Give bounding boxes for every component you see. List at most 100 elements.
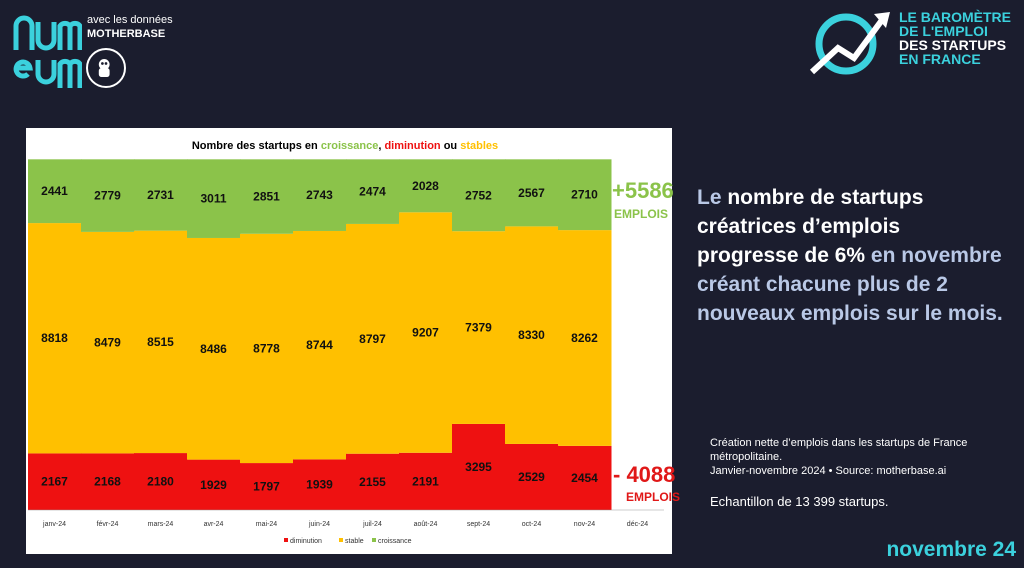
minus-emplois-label: EMPLOIS bbox=[626, 490, 681, 504]
data-label-stable: 7379 bbox=[465, 321, 492, 335]
bar-stable bbox=[134, 230, 188, 454]
bar-diminution bbox=[81, 453, 135, 510]
bar-stable bbox=[452, 231, 506, 424]
barometre-title: LE BAROMÈTRE DE L'EMPLOI DES STARTUPS EN… bbox=[899, 9, 1011, 67]
minus-emplois-value: - 4088 bbox=[613, 462, 676, 487]
bar-croissance bbox=[346, 159, 400, 224]
data-label-diminution: 3295 bbox=[465, 460, 492, 474]
chart-title-part: diminution bbox=[384, 140, 440, 152]
bar-diminution bbox=[505, 443, 559, 510]
chart-title-part: stables bbox=[460, 140, 498, 152]
headline: Le nombre de startups créatrices d’emplo… bbox=[697, 186, 1003, 325]
legend-swatch-diminution bbox=[284, 538, 288, 542]
data-label-stable: 8797 bbox=[359, 332, 386, 346]
bar-stable bbox=[187, 237, 241, 460]
data-label-croissance: 2710 bbox=[571, 188, 598, 202]
logo-subtitle: avec les données MOTHERBASE bbox=[87, 14, 173, 40]
stacked-bar-chart: Nombre des startups en croissance, dimin… bbox=[28, 140, 664, 545]
data-label-diminution: 2167 bbox=[41, 475, 68, 489]
data-label-croissance: 2851 bbox=[253, 190, 280, 204]
data-label-stable: 9207 bbox=[412, 326, 439, 340]
sample-size: Echantillon de 13 399 startups. bbox=[710, 494, 889, 509]
bar-diminution bbox=[187, 459, 241, 510]
bar-stable bbox=[28, 223, 82, 454]
numeum-logo bbox=[13, 15, 82, 88]
data-label-stable: 8330 bbox=[518, 328, 545, 342]
x-tick-label: mai-24 bbox=[256, 521, 278, 528]
x-tick-label: avr-24 bbox=[204, 521, 224, 528]
legend-label-diminution: diminution bbox=[290, 538, 322, 545]
bar-stable bbox=[293, 230, 347, 460]
x-tick-label: nov-24 bbox=[574, 521, 596, 528]
data-label-diminution: 2180 bbox=[147, 475, 174, 489]
legend-swatch-croissance bbox=[372, 538, 376, 542]
chart-panel: Nombre des startups en croissance, dimin… bbox=[26, 128, 672, 554]
bar-diminution bbox=[452, 423, 506, 510]
data-label-stable: 8479 bbox=[94, 336, 121, 350]
bar-croissance bbox=[28, 159, 82, 224]
x-tick-label: juin-24 bbox=[308, 521, 330, 528]
data-label-stable: 8818 bbox=[41, 331, 68, 345]
legend-swatch-stable bbox=[339, 538, 343, 542]
chart-title: Nombre des startups en croissance, dimin… bbox=[192, 140, 498, 152]
data-label-croissance: 2743 bbox=[306, 188, 333, 202]
data-label-croissance: 3011 bbox=[200, 192, 226, 206]
data-label-stable: 8778 bbox=[253, 341, 280, 355]
data-label-diminution: 2191 bbox=[412, 474, 439, 488]
bar-croissance bbox=[134, 159, 188, 231]
x-tick-label: mars-24 bbox=[148, 521, 174, 528]
data-label-diminution: 1939 bbox=[306, 478, 333, 492]
bar-croissance bbox=[240, 159, 294, 234]
bar-stable bbox=[240, 233, 294, 464]
bar-diminution bbox=[240, 463, 294, 510]
chart-title-part: , bbox=[378, 140, 384, 152]
source-note: Création nette d’emplois dans les startu… bbox=[710, 437, 968, 477]
bar-stable bbox=[81, 231, 135, 454]
data-label-stable: 8262 bbox=[571, 331, 598, 345]
plus-emplois-value: +5586 bbox=[612, 178, 674, 203]
chart-title-part: ou bbox=[441, 140, 461, 152]
x-tick-label: févr-24 bbox=[97, 521, 119, 528]
data-label-diminution: 2454 bbox=[571, 471, 598, 485]
x-tick-label: juil-24 bbox=[362, 521, 382, 528]
data-label-diminution: 1797 bbox=[253, 480, 280, 494]
data-label-croissance: 2567 bbox=[518, 186, 545, 200]
x-tick-label: janv-24 bbox=[42, 521, 66, 528]
x-tick-label: août-24 bbox=[414, 521, 438, 528]
data-label-croissance: 2028 bbox=[412, 179, 439, 193]
bar-diminution bbox=[134, 453, 188, 510]
bar-diminution bbox=[346, 453, 400, 510]
barometre-logo bbox=[809, 12, 890, 75]
bar-diminution bbox=[558, 445, 612, 510]
legend-label-croissance: croissance bbox=[378, 538, 412, 545]
month-label: novembre 24 bbox=[886, 538, 1016, 561]
bar-stable bbox=[399, 212, 453, 453]
bar-croissance bbox=[558, 159, 612, 231]
robot-icon bbox=[86, 48, 126, 88]
data-label-croissance: 2779 bbox=[94, 189, 121, 203]
bar-diminution bbox=[399, 452, 453, 510]
data-label-croissance: 2441 bbox=[41, 184, 68, 198]
bar-croissance bbox=[505, 159, 559, 227]
data-label-stable: 8515 bbox=[147, 335, 174, 349]
x-tick-label: déc-24 bbox=[627, 521, 649, 528]
bar-croissance bbox=[399, 159, 453, 213]
chart-title-part: croissance bbox=[321, 140, 378, 152]
bar-stable bbox=[558, 230, 612, 446]
x-tick-label: sept-24 bbox=[467, 521, 490, 528]
x-tick-label: oct-24 bbox=[522, 521, 542, 528]
bar-croissance bbox=[293, 159, 347, 231]
bar-stable bbox=[505, 226, 559, 444]
data-label-croissance: 2731 bbox=[147, 188, 174, 202]
chart-title-part: Nombre des startups en bbox=[192, 140, 321, 152]
data-label-diminution: 2155 bbox=[359, 475, 386, 489]
bar-diminution bbox=[293, 459, 347, 510]
data-label-stable: 8486 bbox=[200, 342, 227, 356]
data-label-stable: 8744 bbox=[306, 338, 333, 352]
legend-label-stable: stable bbox=[345, 538, 364, 545]
bar-croissance bbox=[452, 159, 506, 232]
bar-croissance bbox=[187, 159, 241, 238]
bar-croissance bbox=[81, 159, 135, 232]
bar-diminution bbox=[28, 453, 82, 510]
plus-emplois-label: EMPLOIS bbox=[614, 207, 669, 221]
